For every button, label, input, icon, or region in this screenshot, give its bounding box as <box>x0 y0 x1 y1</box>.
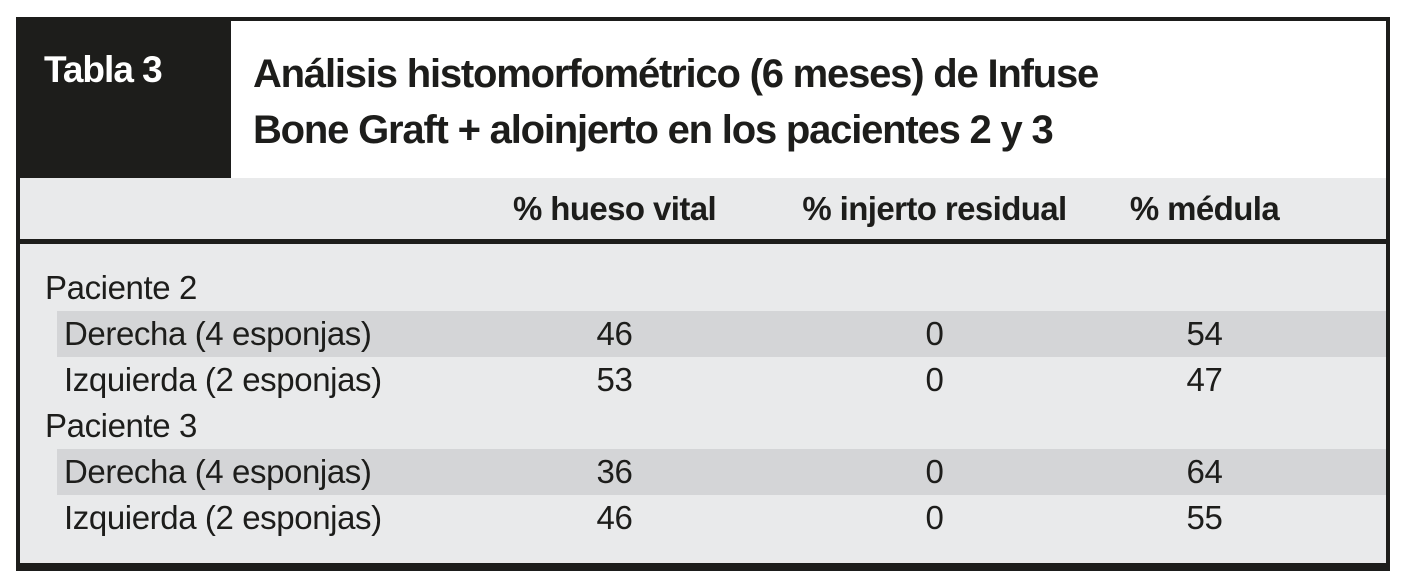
cell-hueso-vital: 53 <box>596 361 633 398</box>
row-label: Izquierda (2 esponjas) <box>64 499 382 536</box>
group-label: Paciente 3 <box>45 407 197 444</box>
table-body: Paciente 2 Derecha (4 esponjas) 46 0 54 … <box>20 244 1386 541</box>
table-title-line-2: Bone Graft + aloinjerto en los pacientes… <box>253 108 1054 152</box>
column-header-row: % hueso vital % injerto residual % médul… <box>20 178 1386 239</box>
table-number-label: Tabla 3 <box>44 49 163 90</box>
table-number-box: Tabla 3 <box>20 21 231 178</box>
column-header-medula: % médula <box>1129 189 1280 227</box>
table-title-area: Análisis histomorfométrico (6 meses) de … <box>231 21 1386 178</box>
cell-injerto-residual: 0 <box>925 315 944 352</box>
cell-medula: 55 <box>1186 499 1223 536</box>
row-label: Derecha (4 esponjas) <box>64 453 372 490</box>
group-label: Paciente 2 <box>45 269 197 306</box>
figure-header: Tabla 3 Análisis histomorfométrico (6 me… <box>20 21 1386 178</box>
cell-medula: 64 <box>1186 453 1223 490</box>
cell-injerto-residual: 0 <box>925 499 944 536</box>
cell-injerto-residual: 0 <box>925 361 944 398</box>
row-label: Izquierda (2 esponjas) <box>64 361 382 398</box>
table-row: Izquierda (2 esponjas) 53 0 47 <box>20 357 1386 403</box>
table-figure: Tabla 3 Análisis histomorfométrico (6 me… <box>16 17 1390 571</box>
column-header-hueso-vital: % hueso vital <box>512 189 717 227</box>
cell-hueso-vital: 46 <box>596 315 633 352</box>
table-row-group: Paciente 2 <box>20 265 1386 311</box>
table-row-group: Paciente 3 <box>20 403 1386 449</box>
header-divider-rule <box>20 239 1386 244</box>
table-row: Izquierda (2 esponjas) 46 0 55 <box>20 495 1386 541</box>
table-title-line-1: Análisis histomorfométrico (6 meses) de … <box>253 52 1099 96</box>
table-row: Derecha (4 esponjas) 36 0 64 <box>20 449 1386 495</box>
cell-hueso-vital: 36 <box>596 453 633 490</box>
table-row: Derecha (4 esponjas) 46 0 54 <box>20 311 1386 357</box>
cell-hueso-vital: 46 <box>596 499 633 536</box>
cell-medula: 47 <box>1186 361 1223 398</box>
cell-injerto-residual: 0 <box>925 453 944 490</box>
row-label: Derecha (4 esponjas) <box>64 315 372 352</box>
column-header-injerto-residual: % injerto residual <box>802 189 1067 227</box>
cell-medula: 54 <box>1186 315 1223 352</box>
